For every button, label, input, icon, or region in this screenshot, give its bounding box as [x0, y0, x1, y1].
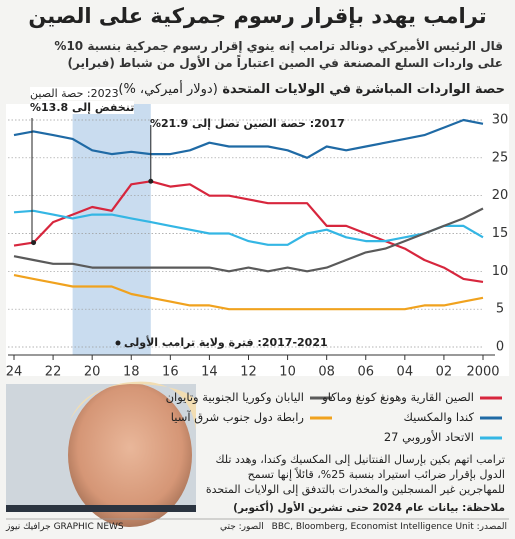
x-tick-label: 12: [240, 365, 257, 380]
x-tick-label: 14: [201, 365, 218, 380]
x-tick-label: 06: [357, 365, 374, 380]
y-tick-label: 0: [496, 340, 504, 355]
series-line: [13, 180, 484, 283]
brand: GRAPHIC NEWS جرافيك نيوز: [6, 522, 124, 532]
highlight-dot: [115, 340, 121, 346]
source: المصدر: BBC, Bloomberg, Economist Intell…: [271, 522, 507, 532]
x-tick-label: 2000: [466, 365, 499, 380]
y-tick-label: 10: [492, 264, 509, 279]
body-text: ترامب اتهم بكين بإرسال الفنتانيل إلى الم…: [205, 453, 505, 496]
photo-credit: الصور: جتي: [220, 522, 264, 532]
annotation-dot: [148, 178, 154, 184]
legend-label: الصين القارية وهونغ كونغ وماكاو: [322, 390, 474, 404]
y-tick-label: 20: [492, 188, 509, 203]
x-tick-label: 22: [45, 365, 62, 380]
y-tick-label: 5: [496, 302, 504, 317]
legend-label: اليابان وكوريا الجنوبية وتايوان: [165, 390, 304, 404]
series-line: [13, 207, 484, 273]
annotation-text: 2023: حصة الصين: [30, 87, 119, 100]
y-tick-label: 25: [492, 150, 509, 165]
chart-title-row: حصة الواردات المباشرة في الولايات المتحد…: [10, 82, 505, 97]
annotation-dot: [31, 240, 37, 246]
annotation-text: تنخفض إلى 13.8%: [30, 101, 135, 114]
annotation-text: 2017: حصة الصين تصل إلى 21.9%: [150, 117, 345, 130]
chart-unit: (دولار أميركي، %): [118, 82, 218, 97]
chart-title: حصة الواردات المباشرة في الولايات المتحد…: [222, 82, 505, 97]
x-tick-label: 04: [397, 365, 414, 380]
highlight-band: [72, 104, 151, 355]
x-tick-label: 18: [123, 365, 140, 380]
legend-label: رابطة دول جنوب شرق آسيا: [170, 410, 304, 424]
x-tick-label: 02: [436, 365, 453, 380]
series-line: [13, 209, 484, 246]
x-tick-label: 10: [279, 365, 296, 380]
y-tick-label: 15: [492, 226, 509, 241]
series-line: [13, 274, 484, 311]
title: ترامب يهدد بإقرار رسوم جمركية على الصين: [28, 4, 487, 28]
x-tick-label: 20: [84, 365, 101, 380]
photo: [6, 381, 196, 527]
x-tick-label: 08: [318, 365, 335, 380]
x-tick-label: 24: [6, 365, 23, 380]
highlight-label: 2017-2021: فترة ولاية ترامب الأولى: [124, 336, 328, 349]
legend-label: كندا والمكسيك: [403, 410, 474, 424]
legend-label: الاتحاد الأوروبي 27: [383, 430, 474, 444]
series-line: [13, 118, 484, 159]
subtitle: قال الرئيس الأميركي دونالد ترامب إنه ينو…: [54, 39, 503, 70]
note: ملاحظة: بيانات عام 2024 حتى تشرين الأول …: [233, 502, 505, 514]
x-tick-label: 16: [162, 365, 179, 380]
y-tick-label: 30: [492, 113, 509, 128]
